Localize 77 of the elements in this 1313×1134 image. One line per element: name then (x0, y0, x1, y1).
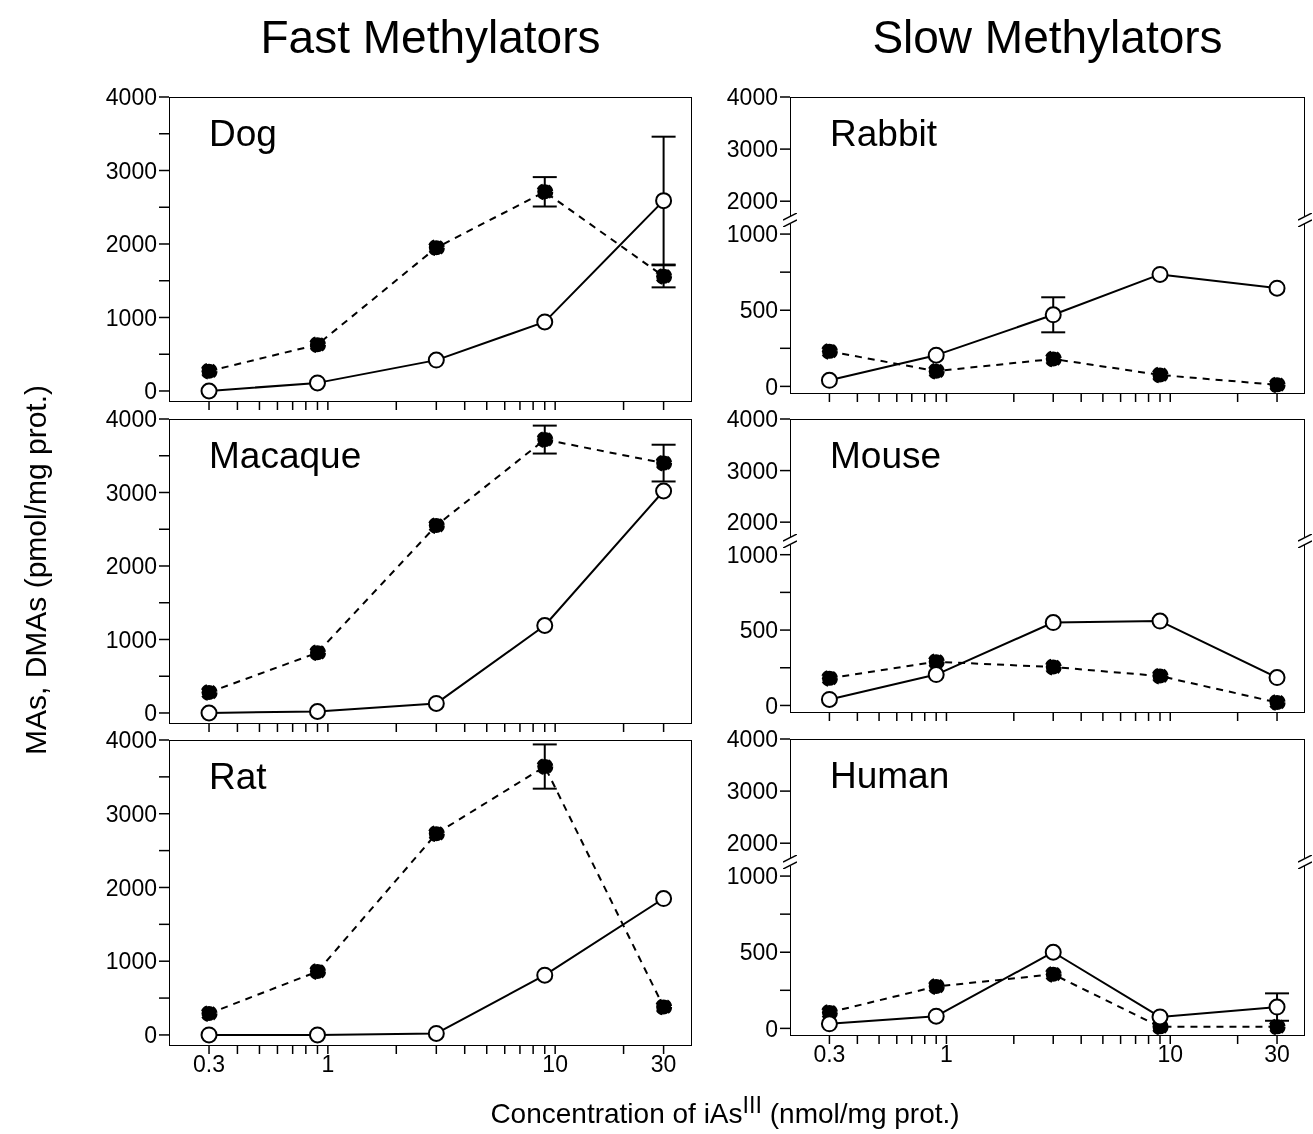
y-tick-label: 0 (765, 692, 778, 719)
point (820, 690, 838, 708)
point (1268, 669, 1286, 687)
y-tick-label: 1000 (726, 541, 778, 568)
point (820, 1015, 838, 1033)
y-tick-label: 2000 (105, 874, 157, 901)
point (1044, 965, 1062, 983)
chart-subtitle: Human (830, 755, 950, 797)
x-tick-label: 30 (650, 1051, 677, 1078)
point (1268, 693, 1286, 711)
y-tick-label: 1000 (105, 304, 157, 331)
point (200, 683, 218, 701)
point (427, 239, 445, 257)
y-tick-label: 4000 (105, 727, 157, 754)
y-tick-label: 0 (144, 1022, 157, 1049)
x-tick-label: 1 (321, 1051, 335, 1078)
x-tick-label: 30 (1264, 1041, 1290, 1068)
point (200, 1005, 218, 1023)
y-tick-label: 3000 (105, 157, 157, 184)
y-tick-label: 2000 (105, 553, 157, 580)
x-tick-label: 0.3 (193, 1051, 226, 1078)
y-tick-label: 0 (144, 378, 157, 405)
point (820, 371, 838, 389)
y-tick-label: 0 (144, 700, 157, 727)
point (200, 362, 218, 380)
point (655, 998, 673, 1016)
y-tick-label: 500 (739, 617, 778, 644)
point (1268, 998, 1286, 1016)
point (655, 482, 673, 500)
y-tick-label: 2000 (105, 231, 157, 258)
point (820, 342, 838, 360)
point (655, 890, 673, 908)
chart-subtitle: Rabbit (830, 113, 937, 155)
point (1044, 658, 1062, 676)
point (427, 517, 445, 535)
y-tick-label: 500 (739, 939, 778, 966)
chart-subtitle: Macaque (209, 435, 362, 477)
point (427, 351, 445, 369)
point (1268, 279, 1286, 297)
point (820, 669, 838, 687)
y-tick-label: 3000 (105, 800, 157, 827)
y-tick-label: 500 (739, 297, 778, 324)
point (427, 1024, 445, 1042)
y-tick-label: 4000 (105, 406, 157, 433)
point (427, 694, 445, 712)
point (1044, 306, 1062, 324)
point (1268, 1018, 1286, 1036)
y-tick-label: 1000 (105, 626, 157, 653)
y-tick-label: 1000 (105, 948, 157, 975)
point (1044, 614, 1062, 632)
x-tick-label: 1 (940, 1041, 953, 1068)
chart-subtitle: Dog (209, 113, 277, 155)
chart-title: Slow Methylators (871, 10, 1224, 64)
point (200, 704, 218, 722)
point (1044, 943, 1062, 961)
y-tick-label: 0 (765, 373, 778, 400)
y-tick-label: 1000 (726, 221, 778, 248)
point (200, 1026, 218, 1044)
chart-subtitle: Mouse (830, 435, 942, 477)
point (655, 454, 673, 472)
x-tick-label: 0.3 (813, 1041, 846, 1068)
y-tick-label: 0 (765, 1015, 778, 1042)
x-tick-label: 10 (1157, 1041, 1184, 1068)
y-axis-title: MAs, DMAs (pmol/mg prot.) (19, 384, 53, 756)
y-tick-label: 4000 (105, 84, 157, 111)
point (1268, 376, 1286, 394)
point (655, 192, 673, 210)
chart-title: Fast Methylators (259, 10, 602, 64)
y-tick-label: 3000 (105, 479, 157, 506)
point (200, 382, 218, 400)
chart-subtitle: Rat (209, 756, 267, 798)
point (427, 825, 445, 843)
point (1044, 350, 1062, 368)
point (655, 267, 673, 285)
x-tick-label: 10 (542, 1051, 568, 1078)
y-tick-label: 1000 (726, 863, 778, 890)
x-axis-title: Concentration of iAs$^{III}$ (nmol/mg prot.) (489, 1092, 961, 1131)
